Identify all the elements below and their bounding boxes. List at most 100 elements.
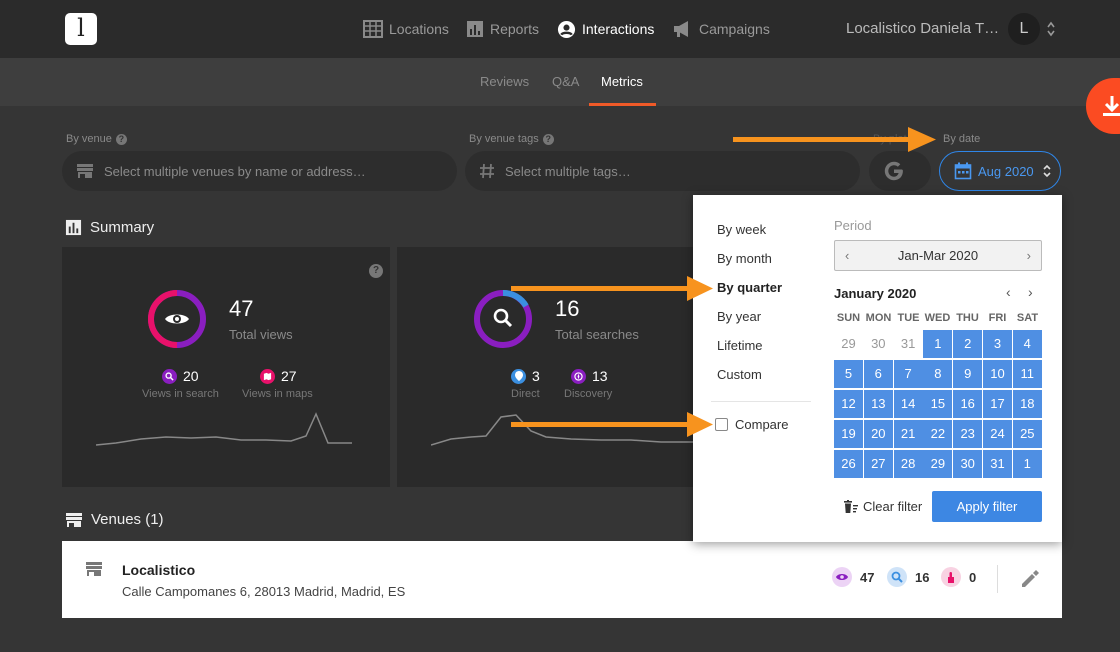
calendar-day[interactable]: 1 [1012, 450, 1042, 478]
preset-custom[interactable]: Custom [717, 367, 762, 382]
calendar-day[interactable]: 1 [923, 330, 953, 358]
preset-by-quarter[interactable]: By quarter [717, 280, 783, 295]
calendar-day[interactable]: 9 [953, 360, 983, 388]
next-month-button[interactable]: › [1028, 284, 1033, 300]
calendar-day[interactable]: 22 [923, 420, 953, 448]
date-filter-button[interactable]: Aug 2020 [939, 151, 1061, 191]
calendar-day[interactable]: 28 [893, 450, 923, 478]
calendar-day[interactable]: 29 [841, 336, 856, 351]
total-searches-label: Total searches [555, 327, 639, 342]
platform-filter-label: By plat [873, 133, 907, 145]
help-icon[interactable]: ? [369, 264, 383, 278]
calendar-day[interactable]: 8 [923, 360, 953, 388]
nav-interactions[interactable]: Interactions [557, 18, 654, 40]
venue-search-placeholder: Select multiple venues by name or addres… [104, 163, 366, 179]
top-navigation-bar: l Locations Reports Interactions Campaig… [0, 0, 1120, 58]
apply-filter-button[interactable]: Apply filter [932, 491, 1042, 522]
nav-campaigns[interactable]: Campaigns [673, 18, 770, 40]
direct-searches-value: 3 [532, 368, 540, 384]
venue-row[interactable]: Localistico Calle Campomanes 6, 28013 Ma… [62, 541, 1062, 618]
calendar-day[interactable]: 17 [983, 390, 1012, 418]
tab-reviews[interactable]: Reviews [480, 74, 530, 89]
venue-search-input[interactable]: Select multiple venues by name or addres… [62, 151, 457, 191]
preset-by-month[interactable]: By month [717, 251, 772, 266]
tags-search-placeholder: Select multiple tags… [505, 163, 631, 179]
calendar-day[interactable]: 23 [953, 420, 983, 448]
weekday-header: MON [865, 312, 892, 324]
avatar[interactable]: L [1008, 13, 1040, 45]
megaphone-icon [674, 21, 688, 37]
calendar-day[interactable]: 30 [871, 336, 886, 351]
preset-lifetime[interactable]: Lifetime [717, 338, 763, 353]
nav-reports-label: Reports [490, 21, 540, 37]
clear-filter-button[interactable]: Clear filter [843, 499, 922, 514]
calendar-icon [954, 162, 972, 180]
venue-filter-label: By venue ? [66, 133, 127, 145]
calendar-day[interactable]: 13 [863, 390, 893, 418]
calendar-day[interactable]: 6 [863, 360, 893, 388]
preset-by-week[interactable]: By week [717, 222, 767, 237]
bar-chart-icon [65, 219, 82, 236]
venue-actions-value: 0 [969, 569, 977, 585]
preset-by-year[interactable]: By year [717, 309, 762, 324]
calendar-day[interactable]: 20 [863, 420, 893, 448]
map-icon [260, 368, 275, 384]
user-name[interactable]: Localistico Daniela T… [846, 20, 1000, 37]
weekday-header: WED [924, 312, 951, 324]
app-logo[interactable]: l [65, 13, 97, 45]
help-icon[interactable]: ? [542, 133, 554, 145]
calendar-day[interactable]: 16 [953, 390, 983, 418]
venue-name[interactable]: Localistico [122, 562, 196, 578]
calendar-day[interactable]: 5 [834, 360, 863, 388]
tab-qa[interactable]: Q&A [552, 74, 580, 89]
views-in-search-label: Views in search [142, 388, 219, 400]
calendar-day[interactable]: 15 [923, 390, 953, 418]
calendar-day[interactable]: 11 [1012, 360, 1042, 388]
calendar-day[interactable]: 19 [834, 420, 863, 448]
calendar-day[interactable]: 7 [893, 360, 923, 388]
clear-filter-icon [844, 499, 858, 513]
nav-locations[interactable]: Locations [363, 18, 449, 40]
chevron-left-icon[interactable]: ‹ [845, 248, 850, 263]
calendar-day[interactable]: 26 [834, 450, 863, 478]
period-select[interactable]: ‹ Jan-Mar 2020 › [834, 240, 1042, 271]
calendar-day[interactable]: 14 [893, 390, 923, 418]
searches-sparkline [431, 414, 697, 446]
tags-search-input[interactable]: Select multiple tags… [465, 151, 860, 191]
calendar-day[interactable]: 2 [953, 330, 983, 358]
eye-icon [832, 567, 852, 587]
active-tab-indicator [589, 103, 656, 106]
calendar-day[interactable]: 10 [983, 360, 1012, 388]
nav-locations-label: Locations [389, 21, 449, 37]
touch-icon [941, 567, 961, 587]
chevron-updown-icon[interactable] [1046, 20, 1056, 38]
calendar-day[interactable]: 4 [1012, 330, 1042, 358]
weekday-header: SUN [836, 312, 861, 324]
prev-month-button[interactable]: ‹ [1006, 284, 1011, 300]
calendar-day[interactable]: 25 [1012, 420, 1042, 448]
calendar-day[interactable]: 30 [953, 450, 983, 478]
compare-checkbox[interactable] [715, 418, 728, 431]
calendar-day[interactable]: 18 [1012, 390, 1042, 418]
platform-google-button[interactable] [869, 151, 931, 191]
compare-toggle[interactable]: Compare [715, 417, 788, 432]
calendar-day[interactable]: 12 [834, 390, 863, 418]
period-value: Jan-Mar 2020 [897, 248, 979, 263]
calendar-day[interactable]: 3 [983, 330, 1012, 358]
venues-title: Venues (1) [91, 511, 164, 528]
calendar-day[interactable]: 31 [983, 450, 1012, 478]
calendar-day[interactable]: 21 [893, 420, 923, 448]
tab-metrics[interactable]: Metrics [601, 74, 643, 89]
help-icon[interactable]: ? [115, 133, 127, 145]
chevron-right-icon[interactable]: › [1026, 248, 1031, 263]
store-icon [66, 512, 82, 527]
calendar-day[interactable]: 31 [900, 336, 916, 351]
nav-reports[interactable]: Reports [466, 18, 539, 40]
pencil-icon[interactable] [1020, 569, 1040, 589]
divider [997, 565, 998, 593]
venue-views-value: 47 [860, 569, 875, 585]
calendar-day[interactable]: 27 [863, 450, 893, 478]
views-in-maps-value: 27 [281, 368, 297, 384]
calendar-day[interactable]: 29 [923, 450, 953, 478]
calendar-day[interactable]: 24 [983, 420, 1012, 448]
